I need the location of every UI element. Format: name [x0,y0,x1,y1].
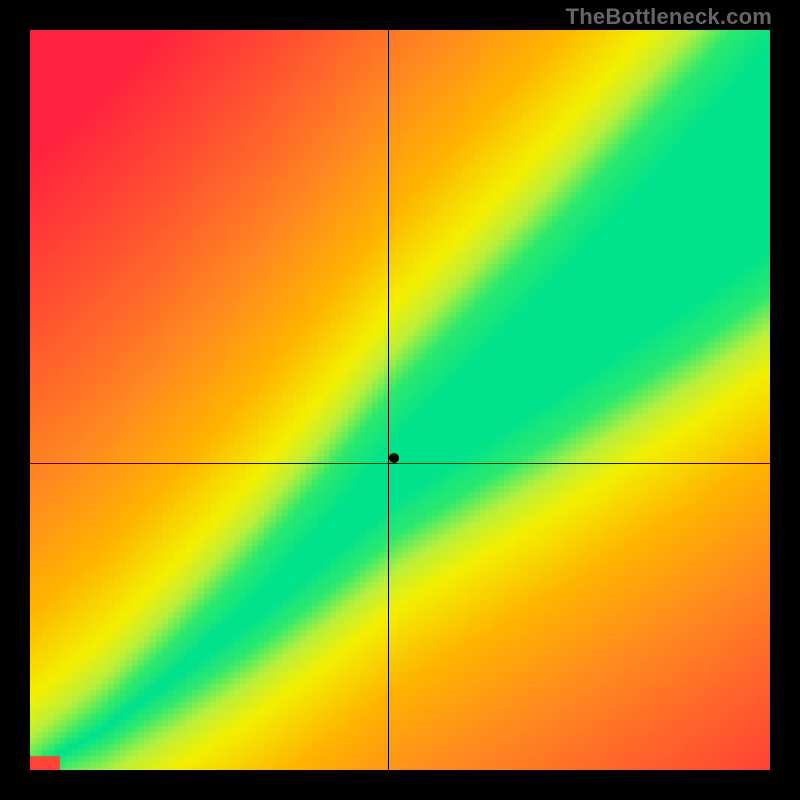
crosshair-horizontal [30,463,770,464]
heatmap-canvas [30,30,770,770]
crosshair-vertical [388,30,389,770]
marker-dot [389,453,399,463]
plot-area [30,30,770,770]
watermark-text: TheBottleneck.com [566,4,772,30]
